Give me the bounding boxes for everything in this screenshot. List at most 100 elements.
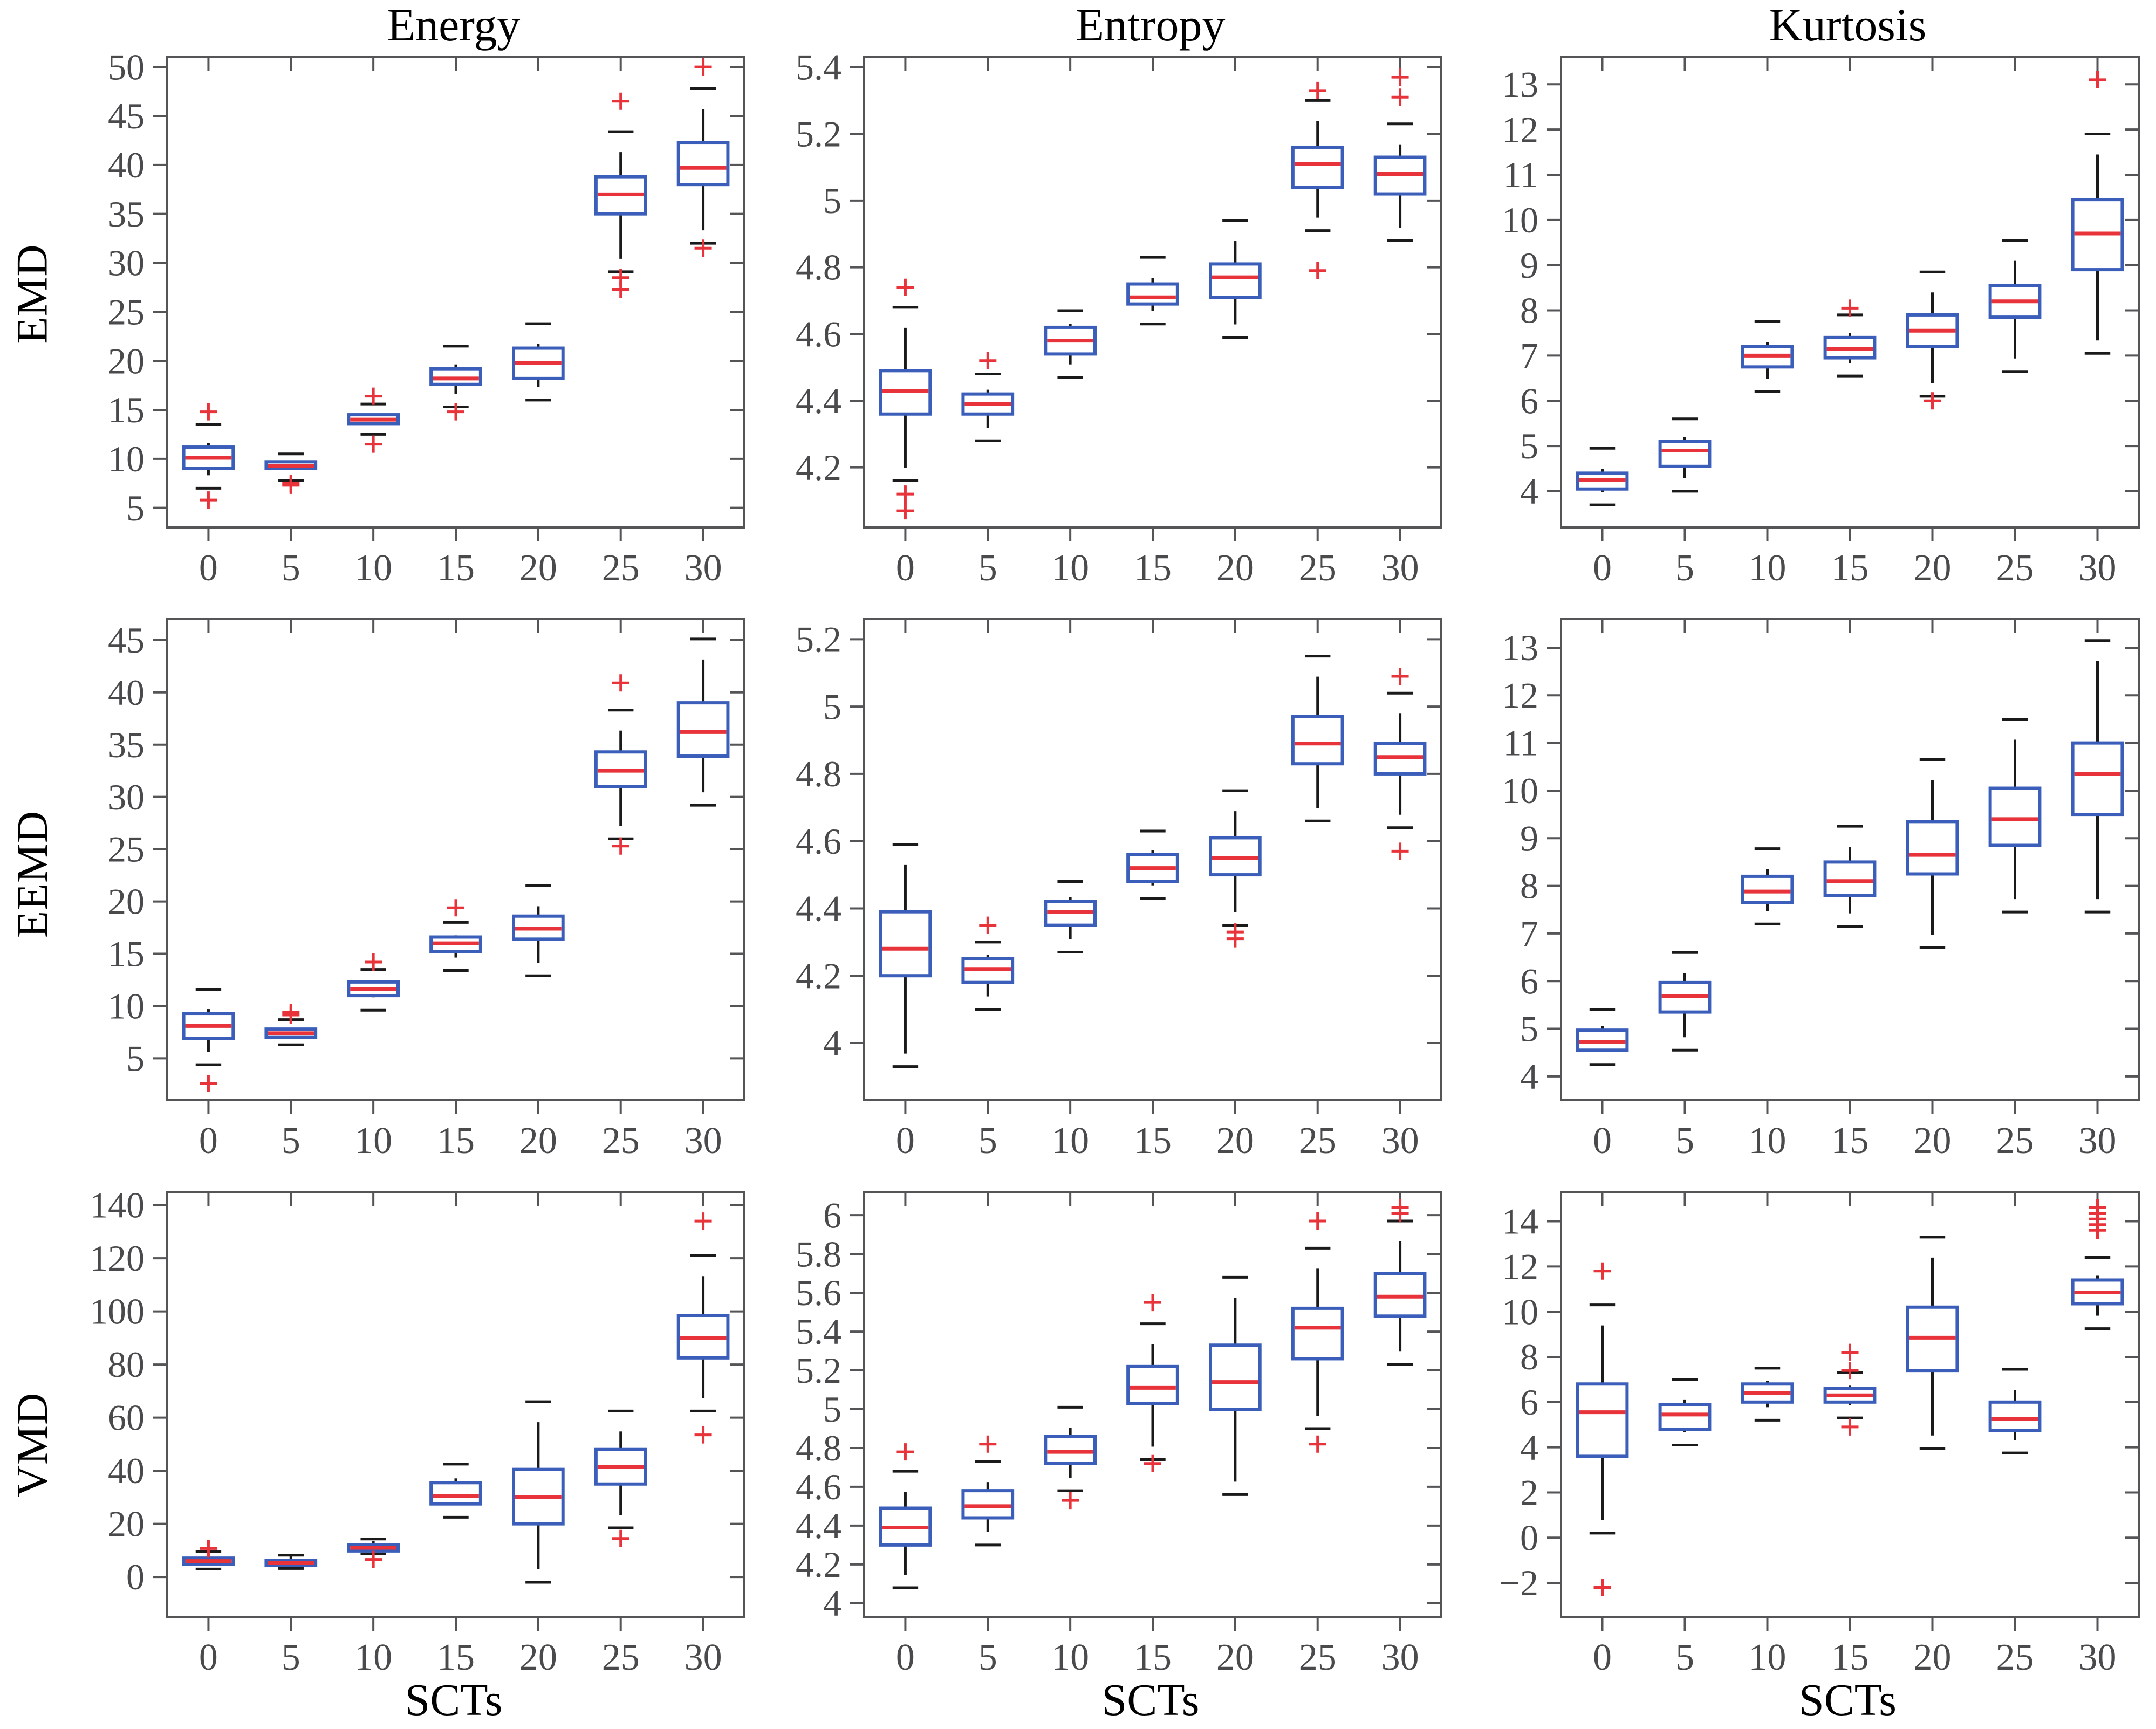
- x-tick-label: 10: [354, 1120, 392, 1161]
- x-tick-label: 10: [1051, 547, 1089, 588]
- box: [676, 141, 730, 187]
- y-tick-label: −2: [1500, 1562, 1538, 1603]
- x-tick-label: 25: [602, 1120, 640, 1161]
- x-tick-label: 15: [1134, 1120, 1172, 1161]
- y-tick-label: 11: [1503, 154, 1538, 195]
- y-tick-label: 30: [108, 777, 145, 818]
- y-tick-label: 6: [1520, 380, 1538, 421]
- panel-vmd-entropy: 4 4.2 4.4 4.6 4.8 5 5.2 5.4 5.6 5.8 6 0 5 10 15 20 25 30 …: [762, 1161, 1459, 1729]
- x-tick-label: 15: [437, 1637, 475, 1677]
- y-tick-label: 4.4: [796, 1505, 841, 1546]
- x-tick-label: 30: [685, 1637, 722, 1677]
- x-tick-label: 10: [1051, 1120, 1089, 1161]
- panel-vmd-energy: 0 20 40 60 80 100 120 140 0 5 10 15 20 25 30 SCTs: [65, 1161, 762, 1729]
- outlier-marker: [282, 1006, 300, 1024]
- y-tick-label: 8: [1520, 866, 1538, 907]
- y-tick-label: 4.4: [796, 888, 841, 929]
- outlier-marker: [365, 953, 382, 971]
- y-tick-label: 4.2: [796, 447, 841, 488]
- row-label-vmd: VMD: [8, 1392, 57, 1498]
- y-tick-label: 60: [108, 1397, 145, 1438]
- outlier-marker: [979, 1435, 997, 1453]
- outlier-marker: [1144, 1454, 1161, 1472]
- y-tick-label: 5.8: [796, 1233, 841, 1274]
- y-tick-label: 5.4: [796, 1311, 841, 1352]
- y-tick-label: 10: [108, 438, 145, 479]
- outlier-marker: [200, 403, 217, 421]
- y-tick-label: 13: [1502, 627, 1538, 668]
- outlier-marker: [200, 1074, 217, 1092]
- outlier-marker: [1309, 1435, 1326, 1453]
- y-tick-label: 25: [108, 291, 145, 332]
- x-tick-label: 5: [1675, 547, 1694, 588]
- boxplot-canvas-eemd-energy: 5 10 15 20 25 30 35 40 45 0 5 10 15 20 25 30: [108, 618, 745, 1161]
- y-tick-label: 4.6: [796, 313, 841, 354]
- outlier-marker: [694, 58, 712, 76]
- x-tick-label: 5: [282, 1637, 300, 1677]
- row-label-eemd: EEMD: [8, 810, 57, 938]
- outlier-marker: [979, 352, 997, 369]
- box: [1988, 1400, 2042, 1432]
- x-tick-label: 20: [519, 1637, 557, 1677]
- x-tick-label: 5: [1675, 1120, 1694, 1161]
- x-tick-label: 20: [1914, 1120, 1952, 1161]
- x-axis-label-kurtosis: SCTs: [1799, 1675, 1897, 1725]
- outlier-marker: [1391, 842, 1409, 860]
- outlier-marker: [1391, 668, 1409, 685]
- y-tick-label: 5: [1520, 426, 1538, 466]
- outlier-marker: [2089, 1222, 2106, 1239]
- y-tick-label: 4: [1520, 1056, 1538, 1097]
- x-tick-label: 0: [1593, 1120, 1612, 1161]
- x-tick-label: 20: [1216, 1120, 1254, 1161]
- y-tick-label: 2: [1520, 1472, 1538, 1513]
- y-tick-label: 4.6: [796, 821, 841, 862]
- x-tick-label: 25: [1299, 1120, 1337, 1161]
- y-tick-label: 10: [108, 986, 145, 1027]
- outlier-marker: [612, 1529, 629, 1547]
- outlier-marker: [1226, 930, 1244, 948]
- y-tick-label: 45: [108, 620, 145, 661]
- y-tick-label: 100: [90, 1291, 145, 1332]
- outlier-marker: [612, 674, 629, 692]
- outlier-marker: [694, 1426, 712, 1444]
- y-tick-label: 5: [823, 180, 841, 221]
- box: [1658, 440, 1712, 468]
- x-tick-label: 15: [1831, 547, 1869, 588]
- outlier-marker: [1309, 1212, 1326, 1230]
- y-tick-label: 10: [1502, 1291, 1538, 1332]
- x-tick-label: 5: [978, 547, 997, 588]
- y-tick-label: 7: [1520, 335, 1538, 376]
- x-tick-label: 30: [2079, 1120, 2117, 1161]
- x-axis-label-entropy: SCTs: [1101, 1675, 1200, 1725]
- y-tick-label: 35: [108, 724, 145, 765]
- y-tick-label: 9: [1520, 818, 1538, 859]
- outlier-marker: [1841, 299, 1859, 317]
- axes-frame: [166, 1191, 745, 1618]
- outlier-marker: [896, 1443, 914, 1461]
- y-tick-label: 10: [1502, 770, 1538, 811]
- y-tick-label: 4.8: [796, 247, 841, 288]
- x-tick-label: 20: [519, 547, 557, 588]
- y-tick-label: 140: [90, 1185, 145, 1226]
- outlier-marker: [1593, 1579, 1611, 1596]
- x-tick-label: 5: [1675, 1637, 1694, 1677]
- x-tick-label: 10: [1749, 1120, 1787, 1161]
- panel-emd-energy: Energy 5 10 15 20 25 30 35 40 45 50 0 5 10 15 20 25 30: [65, 0, 762, 588]
- box: [1126, 282, 1179, 306]
- outlier-marker: [694, 1212, 712, 1230]
- panel-emd-kurtosis: Kurtosis 4 5 6 7 8 9 10 11 12 13 0 5 10 15 20 25 30: [1459, 0, 2156, 588]
- y-tick-label: 0: [1520, 1517, 1538, 1558]
- x-tick-label: 0: [199, 1120, 218, 1161]
- outlier-marker: [365, 435, 382, 453]
- y-tick-label: 4: [823, 1583, 841, 1624]
- row-label-cell-vmd: VMD: [0, 1161, 65, 1729]
- y-tick-label: 4.2: [796, 955, 841, 996]
- x-tick-label: 10: [354, 1637, 392, 1677]
- x-tick-label: 10: [1749, 547, 1787, 588]
- y-tick-label: 30: [108, 243, 145, 284]
- outlier-marker: [896, 502, 914, 520]
- y-tick-label: 6: [1520, 1382, 1538, 1423]
- x-tick-label: 0: [896, 1120, 915, 1161]
